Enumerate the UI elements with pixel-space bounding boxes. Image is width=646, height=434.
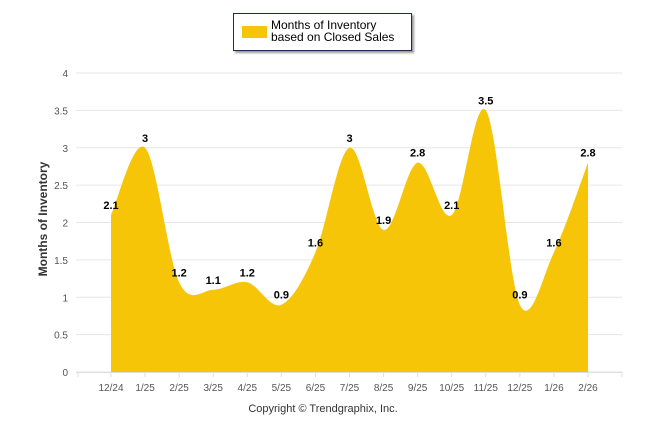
legend-label: Months of Inventory based on Closed Sale… [271, 18, 395, 44]
x-tick-label: 2/26 [578, 383, 598, 394]
y-tick-label: 3 [62, 144, 68, 155]
area-series [111, 108, 588, 373]
y-tick-label: 3.5 [54, 106, 68, 117]
x-tick-label: 6/25 [306, 383, 326, 394]
data-label: 0.9 [274, 290, 289, 302]
data-label: 3 [346, 133, 352, 145]
y-tick-label: 1 [62, 293, 68, 304]
y-tick-label: 4 [62, 69, 68, 80]
x-tick-label: 12/25 [507, 383, 532, 394]
x-tick-label: 5/25 [272, 383, 292, 394]
y-tick-label: 2.5 [54, 181, 68, 192]
data-label: 3 [142, 133, 148, 145]
y-tick-label: 2 [62, 219, 68, 230]
copyright-footer: Copyright © Trendgraphix, Inc. [248, 403, 398, 415]
y-tick-label: 0 [62, 368, 68, 379]
x-tick-label: 9/25 [408, 383, 428, 394]
x-tick-label: 8/25 [374, 383, 394, 394]
x-tick-label: 3/25 [203, 383, 223, 394]
data-label: 0.9 [512, 290, 527, 302]
data-label: 2.8 [580, 148, 595, 160]
data-label: 1.9 [376, 215, 391, 227]
data-label: 2.1 [103, 200, 118, 212]
x-tick-label: 1/25 [135, 383, 155, 394]
y-tick-label: 1.5 [54, 256, 68, 267]
data-label: 2.1 [444, 200, 459, 212]
data-label: 1.1 [206, 275, 221, 287]
data-label: 2.8 [410, 148, 425, 160]
x-tick-label: 10/25 [439, 383, 464, 394]
y-axis-title: Months of Inventory [36, 161, 50, 277]
x-tick-label: 12/24 [98, 383, 123, 394]
x-tick-label: 4/25 [238, 383, 258, 394]
data-label: 1.6 [308, 237, 323, 249]
x-tick-label: 1/26 [544, 383, 564, 394]
x-tick-label: 2/25 [169, 383, 189, 394]
data-label: 1.2 [240, 267, 255, 279]
data-label: 1.6 [546, 237, 561, 249]
data-label: 3.5 [478, 95, 493, 107]
x-tick-label: 11/25 [474, 383, 499, 394]
legend[interactable]: Months of Inventory based on Closed Sale… [233, 13, 412, 51]
data-label: 1.2 [171, 267, 186, 279]
legend-swatch [242, 26, 267, 38]
y-tick-label: 0.5 [54, 331, 68, 342]
x-tick-label: 7/25 [340, 383, 360, 394]
